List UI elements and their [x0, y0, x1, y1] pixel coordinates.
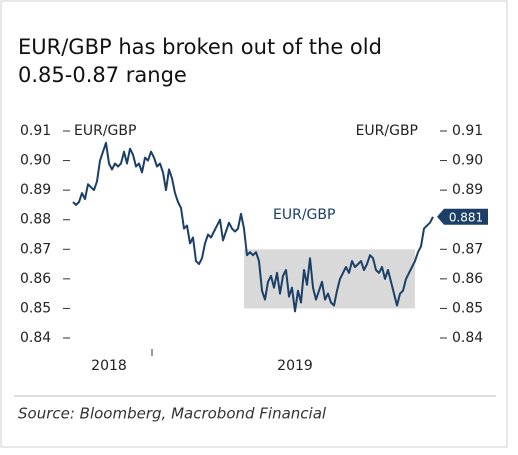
series-label: EUR/GBP — [273, 207, 335, 223]
y2-tick-label: 0.90 — [452, 153, 483, 169]
y-tick-label: 0.87 — [20, 241, 51, 257]
y-tick-label: 0.88 — [20, 212, 51, 228]
y2-tick-label: 0.91 — [452, 123, 483, 139]
end-value-label: 0.881 — [449, 210, 483, 224]
y2-axis-label: EUR/GBP — [356, 123, 418, 139]
x-tick-label: 2019 — [277, 358, 313, 374]
y-tick-label: 0.91 — [20, 123, 51, 139]
x-tick-label: 2018 — [91, 358, 127, 374]
y2-tick-label: 0.87 — [452, 241, 483, 257]
line — [72, 141, 434, 313]
chart-title: EUR/GBP has broken out of the old — [18, 35, 382, 59]
y2-tick-label: 0.85 — [452, 300, 483, 316]
y2-tick-label: 0.89 — [452, 182, 483, 198]
end-badge — [437, 208, 488, 225]
chart-title: 0.85-0.87 range — [18, 63, 187, 87]
y-tick-label: 0.85 — [20, 300, 51, 316]
y2-tick-label: 0.84 — [452, 330, 483, 346]
y2-tick-label: 0.86 — [452, 271, 483, 287]
frame — [0, 0, 508, 448]
y-tick-label: 0.89 — [20, 182, 51, 198]
source: Source: Bloomberg, Macrobond Financial — [18, 405, 327, 423]
y-tick-label: 0.90 — [20, 153, 51, 169]
y-tick-label: 0.86 — [20, 271, 51, 287]
y-axis-label: EUR/GBP — [74, 123, 136, 139]
y-tick-label: 0.84 — [20, 330, 51, 346]
